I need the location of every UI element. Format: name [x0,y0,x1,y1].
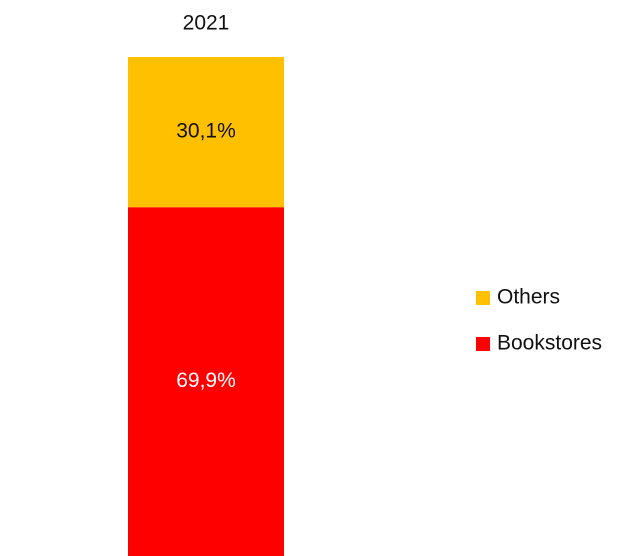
bar-segment [128,207,284,556]
value-label: 69,9% [176,369,236,392]
value-label: 30,1% [176,120,236,143]
legend-swatch [476,291,490,305]
legend-label: Bookstores [497,332,602,355]
legend-swatch [476,337,490,351]
category-label: 2021 [183,12,230,35]
legend-label: Others [497,286,560,309]
bar-segment [128,57,284,208]
